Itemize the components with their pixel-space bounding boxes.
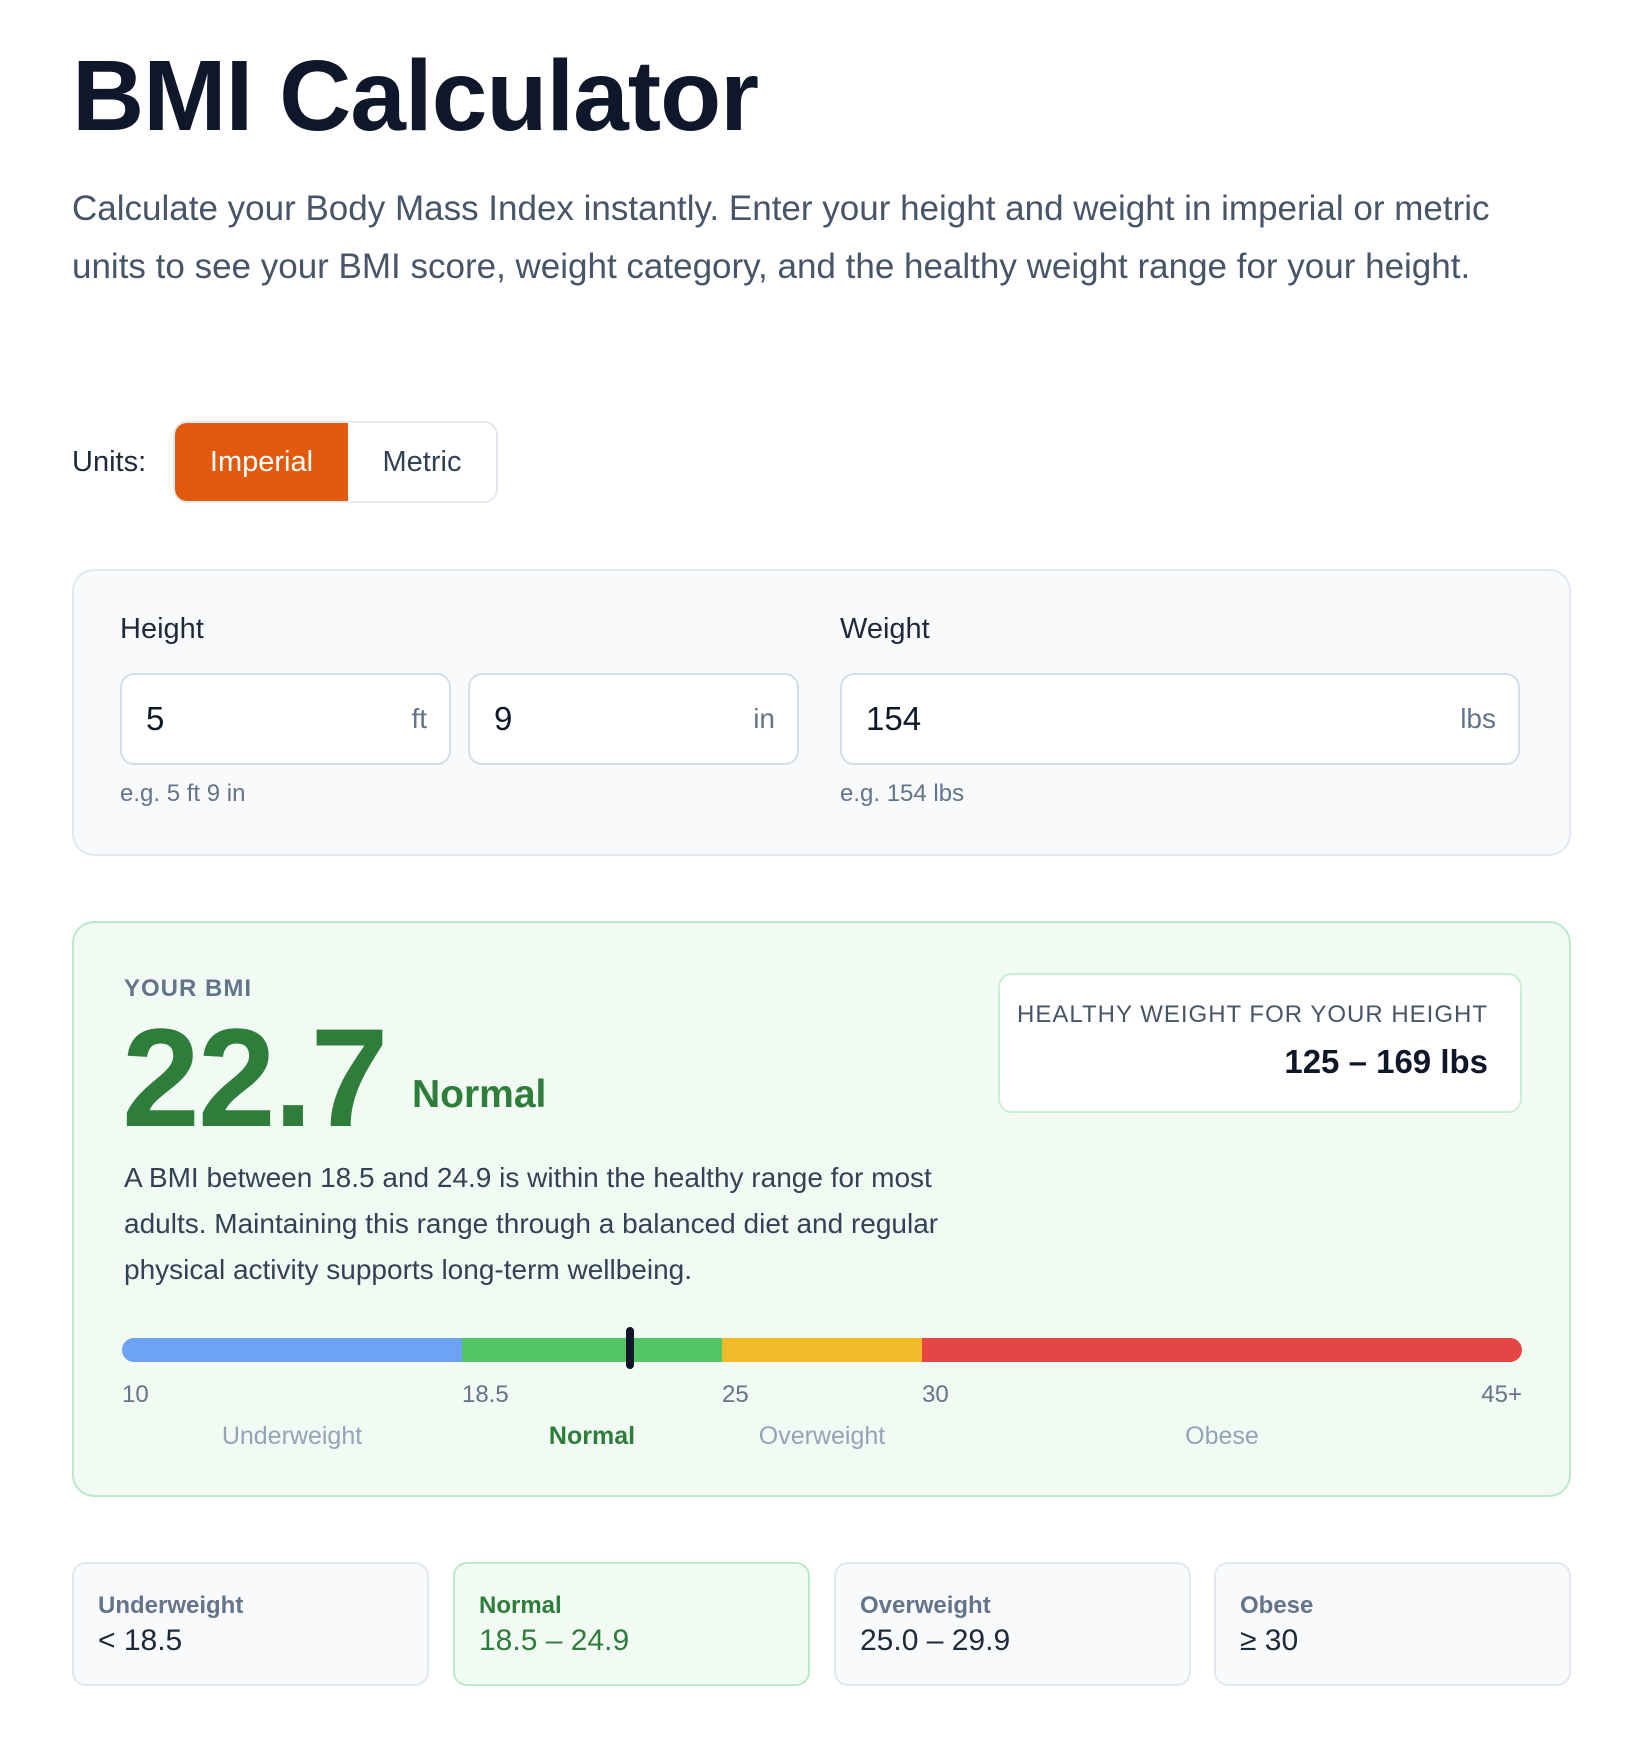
bmi-scale-segment-normal [462,1338,722,1362]
bmi-scale-tick-label: 30 [922,1381,949,1408]
page-intro: Calculate your Body Mass Index instantly… [72,189,1490,286]
bmi-category: Normal [412,1073,547,1116]
weight-value: 154 [866,700,922,737]
category-card-normal: Normal 18.5 – 24.9 [453,1562,810,1686]
bmi-scale-zone-label: Overweight [758,1422,886,1450]
page-title: BMI Calculator [72,40,759,152]
height-feet-value: 5 [146,700,165,737]
bmi-scale-tick-label: 18.5 [462,1381,509,1408]
height-inches-input[interactable]: 9 in [468,673,799,765]
category-name: Normal [479,1592,562,1619]
category-range: 25.0 – 29.9 [860,1624,1011,1657]
height-inches-value: 9 [494,700,513,737]
category-range: < 18.5 [98,1624,183,1657]
weight-input[interactable]: 154 lbs [840,673,1520,765]
healthy-weight-box: HEALTHY WEIGHT FOR YOUR HEIGHT 125 – 169… [998,973,1522,1113]
bmi-description: A BMI between 18.5 and 24.9 is within th… [124,1162,939,1285]
bmi-scale-bar [122,1338,1522,1362]
bmi-value: 22.7 [122,999,388,1156]
bmi-scale-tick-label: 10 [122,1381,149,1408]
weight-label: Weight [840,613,930,645]
bmi-scale-marker [626,1327,634,1369]
category-name: Obese [1240,1592,1314,1619]
category-card-obese: Obese ≥ 30 [1214,1562,1571,1686]
bmi-scale-tick-label: 25 [722,1381,749,1408]
category-card-underweight: Underweight < 18.5 [72,1562,429,1686]
bmi-scale-zone-label: Underweight [221,1422,363,1450]
bmi-scale-zone-label: Obese [1185,1422,1259,1450]
bmi-scale-segment-overweight [722,1338,922,1362]
bmi-scale-tick-label: 45+ [1481,1381,1522,1408]
units-metric-button[interactable]: Metric [382,445,462,478]
bmi-scale-zone-label: Normal [548,1422,636,1450]
healthy-weight-label: HEALTHY WEIGHT FOR YOUR HEIGHT [1017,1001,1488,1028]
height-feet-input[interactable]: 5 ft [120,673,451,765]
weight-unit: lbs [1460,703,1496,734]
height-inches-unit: in [753,703,775,734]
category-card-overweight: Overweight 25.0 – 29.9 [834,1562,1191,1686]
units-label: Units: [72,446,147,478]
bmi-result-card: YOUR BMI 22.7 Normal A BMI between 18.5 … [72,921,1571,1497]
units-toggle: Imperial Metric [173,421,498,503]
bmi-eyebrow: YOUR BMI [124,975,252,1002]
bmi-scale-segment-obese [922,1338,1522,1362]
units-imperial-button[interactable]: Imperial [175,423,348,501]
height-hint: e.g. 5 ft 9 in [120,780,246,807]
category-name: Overweight [860,1592,991,1619]
category-range: 18.5 – 24.9 [479,1624,630,1657]
bmi-scale-segment-underweight [122,1338,462,1362]
healthy-weight-value: 125 – 169 lbs [1284,1043,1488,1080]
category-name: Underweight [98,1592,244,1619]
height-label: Height [120,613,204,645]
height-feet-unit: ft [411,703,427,734]
category-range: ≥ 30 [1240,1624,1299,1657]
inputs-card: Height 5 ft 9 in e.g. 5 ft 9 in Weight 1… [72,569,1571,856]
weight-hint: e.g. 154 lbs [840,780,965,807]
